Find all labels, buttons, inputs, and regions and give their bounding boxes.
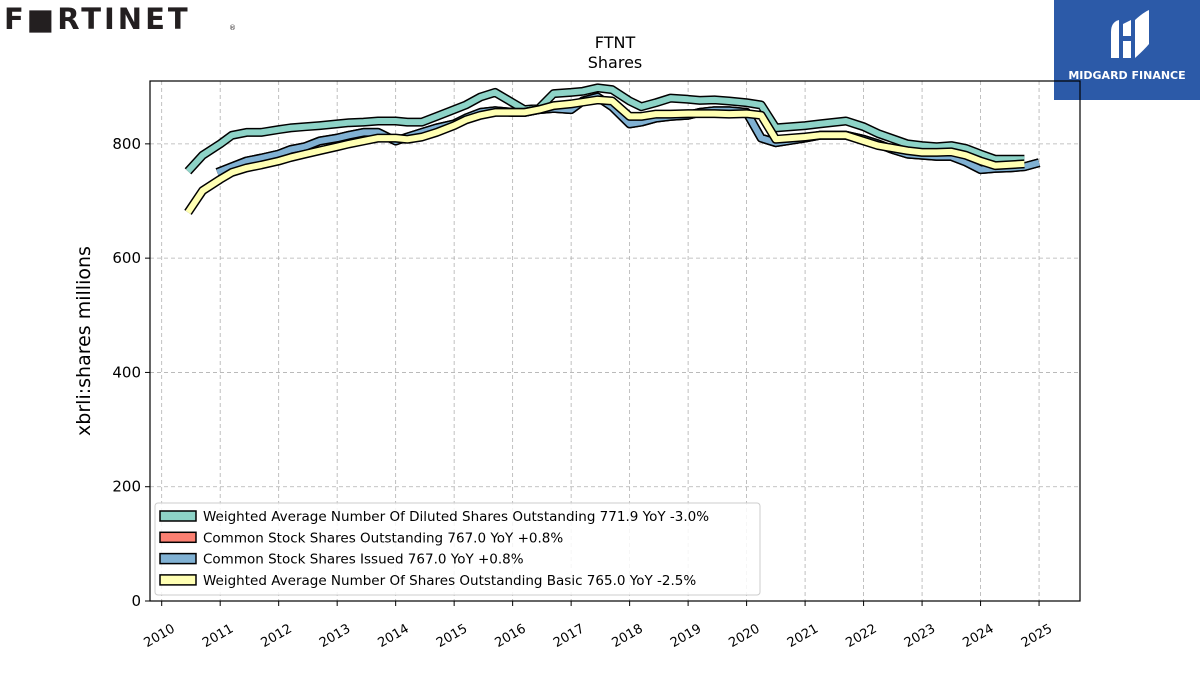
x-tick-label: 2010 xyxy=(142,621,178,651)
x-tick-label: 2015 xyxy=(434,621,470,651)
x-tick-label: 2021 xyxy=(785,621,821,651)
x-tick-label: 2012 xyxy=(259,621,295,651)
legend-swatch xyxy=(159,531,197,544)
x-tick-label: 2016 xyxy=(492,621,528,651)
midgard-finance-badge: MIDGARD FINANCE xyxy=(1054,0,1200,100)
x-tick-label: 2011 xyxy=(200,621,236,651)
series-line xyxy=(185,96,1025,215)
fortinet-logo: F■RTINET xyxy=(4,2,191,36)
x-tick-label: 2025 xyxy=(1019,621,1055,651)
legend-swatch xyxy=(159,574,197,586)
x-tick-label: 2020 xyxy=(726,621,762,651)
legend-box xyxy=(154,502,761,596)
x-tick-label: 2023 xyxy=(902,621,938,651)
x-tick-label: 2017 xyxy=(551,621,587,651)
series-layer xyxy=(184,83,1041,215)
plot-frame xyxy=(149,80,1081,602)
chart-title: FTNT xyxy=(595,33,636,52)
y-tick-label: 200 xyxy=(112,478,141,496)
legend-label: Common Stock Shares Outstanding 767.0 Yo… xyxy=(203,530,563,546)
x-tick-label: 2014 xyxy=(376,621,412,651)
series-line xyxy=(216,94,1040,176)
y-tick-label: 0 xyxy=(131,592,141,610)
y-axis-label: xbrli:shares millions xyxy=(73,246,95,436)
y-tick-label: 400 xyxy=(112,363,141,381)
x-tick-label: 2018 xyxy=(609,621,645,651)
legend-swatch xyxy=(159,552,197,565)
legend: Weighted Average Number Of Diluted Share… xyxy=(154,502,761,596)
midgard-logo-icon xyxy=(1111,10,1149,58)
x-tick-label: 2022 xyxy=(843,621,879,651)
badge-label: MIDGARD FINANCE xyxy=(1068,69,1186,82)
x-axis: 2010 2011 2012 2013 2014 2015 2016 2017 2018 2019… xyxy=(142,601,1055,651)
y-tick-label: 600 xyxy=(112,249,141,267)
x-tick-label: 2019 xyxy=(668,621,704,651)
x-tick-label: 2013 xyxy=(317,621,353,651)
legend-swatch xyxy=(159,510,197,522)
chart-subtitle: Shares xyxy=(588,53,643,72)
grid-lines xyxy=(150,81,1080,601)
y-axis: 0 200 400 600 800 xyxy=(112,135,150,610)
y-tick-label: 800 xyxy=(112,135,141,153)
x-tick-label: 2024 xyxy=(960,621,996,651)
registered-mark: ® xyxy=(229,24,236,32)
series-line xyxy=(185,84,1025,174)
legend-label: Weighted Average Number Of Diluted Share… xyxy=(203,509,709,525)
legend-label: Weighted Average Number Of Shares Outsta… xyxy=(203,573,696,589)
legend-label: Common Stock Shares Issued 767.0 YoY +0.… xyxy=(203,552,524,568)
